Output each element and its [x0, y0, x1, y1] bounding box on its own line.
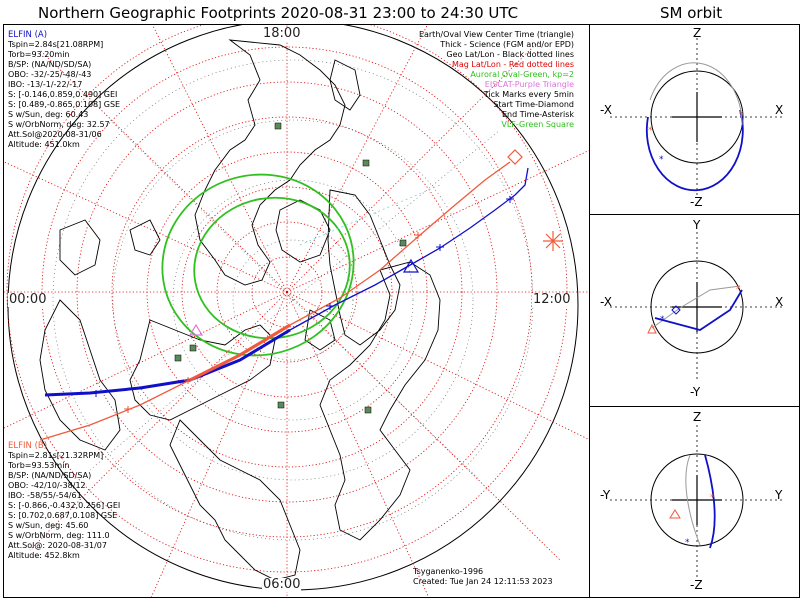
time-label-bottom: 06:00	[262, 577, 302, 592]
legend-item: Mag Lat/Lon - Red dotted lines	[451, 60, 574, 69]
elfin-b-science	[189, 323, 291, 382]
legend-item: Thick - Science (FGM and/or EPD)	[440, 40, 574, 49]
page-title: Northern Geographic Footprints 2020-08-3…	[38, 4, 519, 22]
elfin-b-info-line: S: [0.702,0.687,0.108] GSE	[8, 511, 118, 520]
orbit2-top: Y	[693, 218, 701, 232]
orbit1-right: X	[775, 103, 784, 117]
legend-item: Auroral Oval-Green, kp=2	[470, 70, 574, 79]
elfin-a-info-line: IBO: -13/-1/-22/-17	[8, 80, 83, 89]
elfin-b-info-line: Tspin=2.81s[21.32RPM]	[8, 451, 104, 460]
legend-item: Earth/Oval View Center Time (triangle)	[418, 30, 574, 39]
auroral-oval	[161, 173, 355, 357]
orbit-xz: * * *	[610, 38, 785, 195]
svg-text:*: *	[710, 493, 715, 503]
elfin-b-info-line: OBO: -42/10/-38/12	[8, 481, 86, 490]
legend-item: Tick Marks every 5min	[483, 90, 574, 99]
orbit3-top: Z	[693, 410, 702, 424]
elfin-a-info-line: Tspin=2.84s[21.08RPM]	[8, 40, 104, 49]
elfin-b-info-line: Altitude: 452.8km	[8, 551, 80, 560]
svg-text:*: *	[736, 285, 741, 295]
elfin-b-title: ELFIN (B)	[8, 441, 48, 451]
legend-item: VLF-Green Square	[501, 120, 574, 129]
elfin-a-info-line: S w/Sun, deg: 60.43	[8, 110, 89, 119]
orbit1-left: -X	[600, 103, 612, 117]
elfin-b-lines: Tspin=2.81s[21.32RPM] Torb=93.53min B/SP: …	[8, 451, 120, 561]
elfin-b-info-line: Att.Sol@: 2020-08-31/07	[8, 541, 107, 550]
legend-item: Geo Lat/Lon - Black dotted lines	[446, 50, 574, 59]
elfin-a-info-line: B/SP: (NA/ND/SD/SA)	[8, 60, 92, 69]
orbit3-bottom: -Z	[690, 578, 703, 592]
elfin-a-info-line: Att.Sol@2020-08-31/06	[8, 130, 102, 139]
elfin-b-info-line: S w/OrbNorm, deg: 111.0	[8, 531, 110, 540]
orbit1-top: Z	[693, 26, 702, 40]
elfin-a-info-line: S w/OrbNorm, deg: 32.57	[8, 120, 110, 129]
elfin-a-lines: Tspin=2.84s[21.08RPM] Torb=93.20min B/SP: …	[8, 40, 120, 150]
eiscat-triangle	[188, 323, 204, 336]
time-label-right: 12:00	[532, 292, 572, 307]
legend-item: End Time-Asterisk	[501, 110, 574, 119]
credit-created: Created: Tue Jan 24 12:11:53 2023	[413, 577, 553, 586]
orbit1-bottom: -Z	[690, 195, 703, 209]
elfin-a-info-line: OBO: -32/-25/-48/-43	[8, 70, 92, 79]
elfin-b-track	[39, 161, 511, 441]
elfin-b-info: ELFIN (B) Tspin=2.81s[21.32RPM] Torb=93.5…	[8, 441, 120, 561]
vlf-stations	[174, 122, 407, 414]
elfin-b-info-line: S: [-0.866,-0.432,0.256] GEI	[8, 501, 121, 510]
view-center-triangle	[402, 258, 420, 273]
elfin-a-info-line: Torb=93.20min	[8, 50, 70, 59]
orbit-xy: * *	[610, 232, 785, 382]
legend: Earth/Oval View Center Time (triangle) Th…	[419, 30, 574, 130]
credit: Tsyganenko-1996 Created: Tue Jan 24 12:1…	[413, 567, 553, 587]
time-label-left: 00:00	[8, 292, 48, 307]
svg-text:*: *	[739, 110, 744, 120]
orbit-yz: * *	[610, 425, 785, 580]
orbit2-right: X	[775, 295, 784, 309]
orbit3-right: Y	[775, 488, 783, 502]
svg-text:*: *	[648, 126, 653, 136]
elfin-b-info-line: S w/Sun, deg: 45.60	[8, 521, 89, 530]
orbit2-bottom: -Y	[690, 385, 701, 399]
time-label-top: 18:00	[262, 26, 302, 41]
elfin-a-info-line: S: [-0.146,0.859,0.490] GEI	[8, 90, 118, 99]
credit-model: Tsyganenko-1996	[413, 567, 484, 576]
svg-text:*: *	[685, 538, 690, 548]
orbit-title: SM orbit	[660, 4, 723, 22]
elfin-b-end-asterisk	[543, 231, 563, 251]
elfin-b-info-line: Torb=93.53min	[8, 461, 70, 470]
svg-text:*: *	[659, 155, 664, 165]
orbit3-left: -Y	[600, 488, 611, 502]
elfin-b-start-diamond	[507, 149, 523, 165]
legend-item: Start Time-Diamond	[493, 100, 574, 109]
mag-grid	[4, 25, 589, 597]
orbit2-left: -X	[600, 295, 612, 309]
elfin-a-science	[44, 328, 291, 397]
elfin-a-title: ELFIN (A)	[8, 30, 48, 40]
elfin-a-info-line: S: [0.489,-0.865,0.108] GSE	[8, 100, 121, 109]
elfin-a-info: ELFIN (A) Tspin=2.84s[21.08RPM] Torb=93.2…	[8, 30, 120, 150]
elfin-b-info-line: B/SP: (NA/ND/SD/SA)	[8, 471, 92, 480]
legend-item: EISCAT-Purple Triangle	[484, 80, 574, 89]
svg-text:*: *	[660, 315, 665, 325]
elfin-b-info-line: IBO: -58/55/-54/61	[8, 491, 82, 500]
elfin-a-info-line: Altitude: 451.0km	[8, 140, 80, 149]
